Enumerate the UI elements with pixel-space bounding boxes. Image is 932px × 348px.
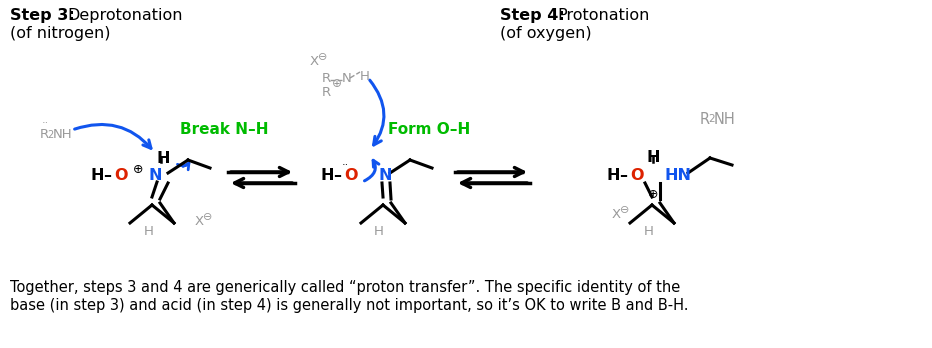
Text: 2: 2 [47, 130, 53, 140]
Text: O: O [344, 168, 358, 183]
Text: N: N [378, 168, 391, 183]
Text: ⊕: ⊕ [133, 163, 144, 176]
Text: O: O [630, 168, 643, 183]
Text: H: H [320, 168, 334, 183]
Text: H: H [374, 225, 384, 238]
Text: X: X [195, 215, 204, 228]
Text: NH: NH [714, 112, 735, 127]
Text: ⊖: ⊖ [318, 52, 327, 62]
Text: H: H [606, 168, 620, 183]
Text: X: X [612, 208, 621, 221]
FancyArrowPatch shape [370, 80, 384, 145]
Text: H: H [144, 225, 154, 238]
Text: HN: HN [664, 168, 691, 183]
Text: (of nitrogen): (of nitrogen) [10, 26, 111, 41]
Text: –: – [333, 168, 341, 183]
Text: Step 4:: Step 4: [500, 8, 565, 23]
Text: base (in step 3) and acid (in step 4) is generally not important, so it’s OK to : base (in step 3) and acid (in step 4) is… [10, 298, 689, 313]
Text: Break N–H: Break N–H [180, 122, 268, 137]
Text: O: O [114, 168, 128, 183]
Text: Protonation: Protonation [557, 8, 650, 23]
Text: X: X [310, 55, 319, 68]
Text: Together, steps 3 and 4 are generically called “proton transfer”. The specific i: Together, steps 3 and 4 are generically … [10, 280, 680, 295]
Text: Deprotonation: Deprotonation [67, 8, 183, 23]
Text: ⊖: ⊖ [620, 205, 629, 215]
Text: 2: 2 [708, 114, 715, 124]
Text: R: R [322, 72, 331, 85]
Text: N: N [148, 168, 161, 183]
Text: ⊖: ⊖ [203, 212, 212, 222]
Text: –: – [619, 168, 627, 183]
FancyArrowPatch shape [177, 163, 189, 170]
Text: –: – [103, 168, 111, 183]
Text: H: H [644, 225, 654, 238]
Text: ⊕: ⊕ [648, 188, 659, 201]
FancyArrowPatch shape [364, 160, 378, 181]
Text: H: H [647, 150, 661, 165]
Text: H: H [90, 168, 103, 183]
Text: ⊕: ⊕ [332, 77, 342, 90]
FancyArrowPatch shape [75, 125, 151, 148]
Text: R: R [40, 128, 49, 141]
Text: R: R [322, 86, 331, 99]
Text: N: N [342, 72, 351, 85]
Text: (of oxygen): (of oxygen) [500, 26, 592, 41]
Text: H: H [360, 70, 370, 83]
Text: NH: NH [53, 128, 73, 141]
Text: ··: ·· [342, 160, 350, 170]
Text: H: H [156, 151, 170, 166]
Text: Step 3:: Step 3: [10, 8, 75, 23]
Text: ··: ·· [41, 118, 48, 128]
Text: R: R [700, 112, 710, 127]
Text: Form O–H: Form O–H [388, 122, 471, 137]
